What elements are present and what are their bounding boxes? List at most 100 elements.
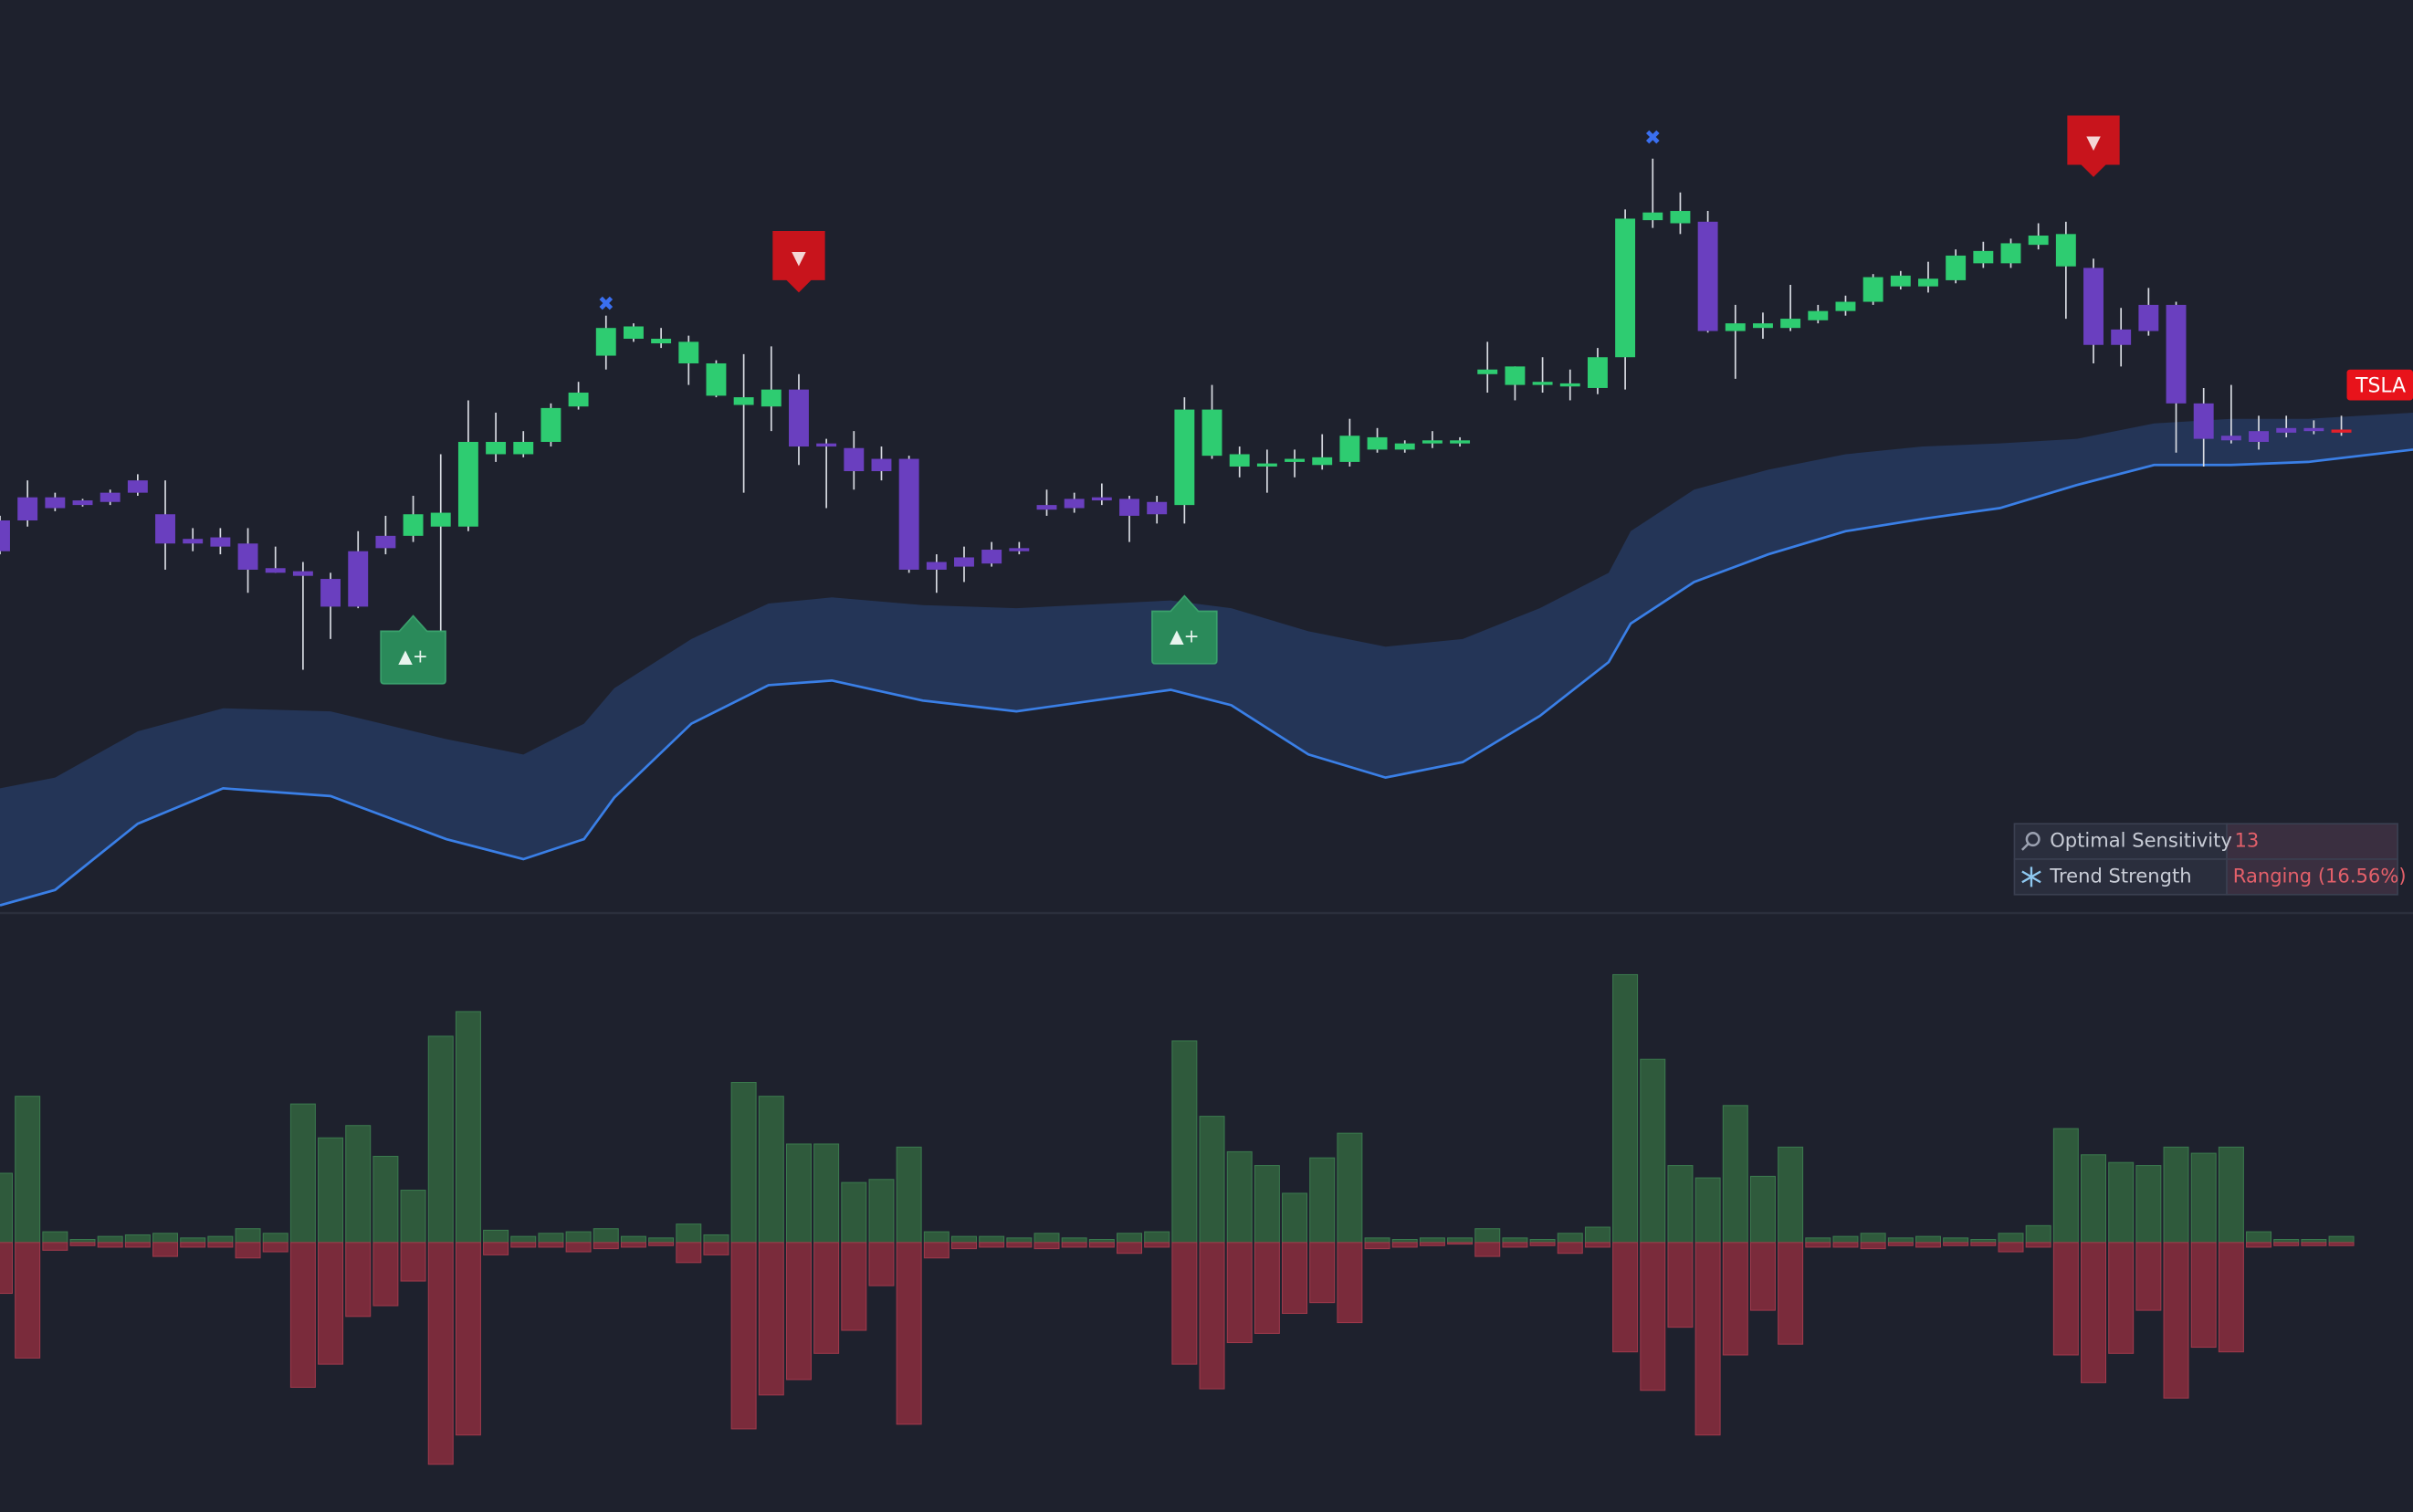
volume-down-bar xyxy=(813,1242,840,1354)
volume-down-bar xyxy=(97,1242,123,1248)
candle-body xyxy=(595,328,616,356)
candle-body xyxy=(430,512,451,527)
volume-up-bar xyxy=(538,1233,564,1244)
exit-signal: ✖ xyxy=(598,293,614,316)
volume-up-bar xyxy=(1805,1237,1831,1244)
candle-body xyxy=(1285,458,1306,462)
volume-up-bar xyxy=(455,1011,481,1244)
volume-down-bar xyxy=(1061,1242,1087,1248)
volume-down-bar xyxy=(1943,1242,1969,1246)
volume-down-bar xyxy=(1805,1242,1831,1248)
volume-down-bar xyxy=(1391,1242,1418,1248)
volume-up-bar xyxy=(703,1234,729,1244)
volume-up-bar xyxy=(785,1143,812,1244)
price-label-box xyxy=(2346,369,2413,401)
volume-up-bar xyxy=(1832,1235,1859,1244)
volume-down-bar xyxy=(400,1242,426,1282)
volume-up-bar xyxy=(1033,1233,1060,1244)
volume-down-bar xyxy=(2246,1242,2272,1248)
volume-up-bar xyxy=(1860,1233,1886,1244)
volume-up-bar xyxy=(1419,1237,1445,1244)
volume-up-bar xyxy=(400,1190,426,1244)
volume-down-bar xyxy=(1722,1242,1748,1356)
candle-body xyxy=(1862,277,1883,302)
volume-layer xyxy=(0,973,2355,1465)
volume-down-bar xyxy=(923,1242,949,1259)
volume-down-bar xyxy=(180,1242,206,1248)
candle-body xyxy=(1780,319,1801,329)
candle-body xyxy=(375,535,396,549)
volume-down-bar xyxy=(1529,1242,1556,1246)
candle-body xyxy=(2166,304,2187,404)
volume-down-bar xyxy=(1088,1242,1115,1248)
volume-down-bar xyxy=(758,1242,784,1396)
candle-layer xyxy=(0,158,2352,670)
volume-up-bar xyxy=(289,1103,316,1244)
volume-up-bar xyxy=(758,1096,784,1244)
candle-body xyxy=(486,441,507,455)
candle-body xyxy=(1119,499,1139,516)
volume-up-bar xyxy=(2218,1146,2244,1244)
search-icon xyxy=(2025,832,2041,847)
volume-up-bar xyxy=(1309,1157,1336,1244)
volume-down-bar xyxy=(1144,1242,1170,1248)
volume-up-bar xyxy=(1171,1040,1198,1244)
volume-down-bar xyxy=(1419,1242,1445,1246)
volume-down-bar xyxy=(1502,1242,1528,1248)
candle-body xyxy=(540,407,561,442)
candle-body xyxy=(1559,383,1580,387)
volume-up-bar xyxy=(813,1143,840,1244)
volume-up-bar xyxy=(1282,1192,1308,1244)
volume-up-bar xyxy=(1667,1165,1694,1244)
volume-down-bar xyxy=(262,1242,289,1253)
volume-up-bar xyxy=(2135,1165,2162,1244)
volume-up-bar xyxy=(15,1096,41,1244)
volume-up-bar xyxy=(1117,1233,1143,1244)
volume-up-bar xyxy=(345,1125,372,1244)
candle-body xyxy=(1946,255,1967,280)
volume-down-bar xyxy=(979,1242,1005,1248)
volume-up-bar xyxy=(1006,1237,1033,1244)
candle-body xyxy=(403,514,424,536)
sell-signal-text: ▼ xyxy=(792,247,806,268)
volume-down-bar xyxy=(1282,1242,1308,1314)
volume-up-bar xyxy=(730,1082,757,1244)
volume-up-bar xyxy=(2246,1231,2272,1244)
sell-signal xyxy=(772,230,825,293)
volume-down-bar xyxy=(951,1242,977,1250)
candle-body xyxy=(1890,275,1911,287)
candle-body xyxy=(651,338,672,344)
volume-down-bar xyxy=(2052,1242,2079,1356)
candle-body xyxy=(292,571,313,576)
volume-down-bar xyxy=(1640,1242,1666,1391)
volume-down-bar xyxy=(1117,1242,1143,1255)
volume-up-bar xyxy=(1694,1177,1721,1244)
volume-down-bar xyxy=(15,1242,41,1359)
snow-icon xyxy=(2021,866,2041,887)
candle-body xyxy=(0,520,10,551)
candle-body xyxy=(2000,243,2021,264)
volume-down-bar xyxy=(289,1242,316,1388)
volume-down-bar xyxy=(1254,1242,1280,1334)
volume-down-bar xyxy=(345,1242,372,1318)
candle-body xyxy=(926,562,947,570)
volume-down-bar xyxy=(1694,1242,1721,1436)
volume-down-bar xyxy=(1474,1242,1501,1257)
volume-down-bar xyxy=(2108,1242,2135,1354)
candle-body xyxy=(1532,382,1553,385)
candle-body xyxy=(1753,323,1773,329)
volume-up-bar xyxy=(207,1235,234,1244)
volume-down-bar xyxy=(841,1242,867,1331)
volume-up-bar xyxy=(2108,1161,2135,1244)
volume-up-bar xyxy=(1254,1165,1280,1244)
volume-down-bar xyxy=(2163,1242,2189,1399)
volume-up-bar xyxy=(1502,1237,1528,1244)
volume-down-bar xyxy=(0,1242,13,1295)
search-icon xyxy=(2020,843,2030,851)
volume-up-bar xyxy=(427,1035,454,1244)
volume-up-bar xyxy=(565,1231,592,1244)
candle-body xyxy=(457,441,478,527)
volume-down-bar xyxy=(1887,1242,1914,1246)
volume-up-bar xyxy=(2190,1152,2217,1244)
